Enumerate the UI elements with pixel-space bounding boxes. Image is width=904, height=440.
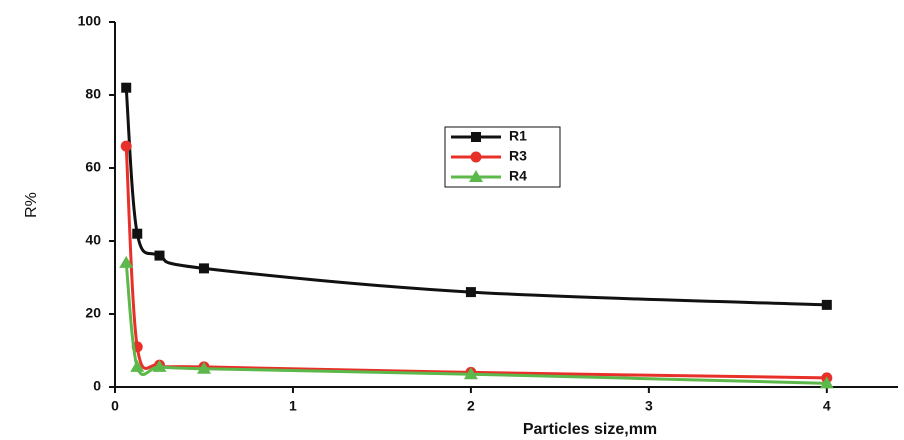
- marker: [819, 376, 834, 389]
- x-tick-label: 2: [467, 398, 475, 414]
- series-line: [124, 262, 827, 385]
- legend-label: R3: [509, 148, 527, 164]
- y-tick-label: 60: [85, 159, 101, 175]
- x-tick-label: 3: [645, 398, 653, 414]
- marker: [465, 287, 476, 298]
- y-axis-label: R%: [23, 192, 40, 218]
- x-tick-label: 4: [823, 398, 831, 414]
- marker: [120, 140, 132, 152]
- marker: [154, 250, 165, 261]
- legend-label: R4: [509, 168, 527, 184]
- marker: [463, 367, 478, 380]
- y-tick-label: 40: [85, 232, 101, 248]
- marker: [130, 359, 145, 372]
- y-tick-label: 80: [85, 86, 101, 102]
- series-line: [124, 87, 827, 307]
- marker: [821, 299, 832, 310]
- marker: [132, 228, 143, 239]
- y-tick-label: 100: [78, 13, 102, 29]
- marker: [198, 263, 209, 274]
- marker: [152, 359, 167, 372]
- x-tick-label: 0: [111, 398, 119, 414]
- legend-label: R1: [509, 128, 527, 144]
- marker: [469, 170, 483, 182]
- marker: [470, 151, 482, 163]
- marker: [121, 82, 132, 93]
- y-tick-label: 20: [85, 305, 101, 321]
- y-tick-label: 0: [93, 378, 101, 394]
- marker: [196, 361, 211, 374]
- legend-box: [444, 126, 561, 188]
- marker: [471, 132, 481, 142]
- x-axis-label: Particles size,mm: [523, 421, 657, 438]
- marker: [119, 255, 134, 268]
- x-tick-label: 1: [289, 398, 297, 414]
